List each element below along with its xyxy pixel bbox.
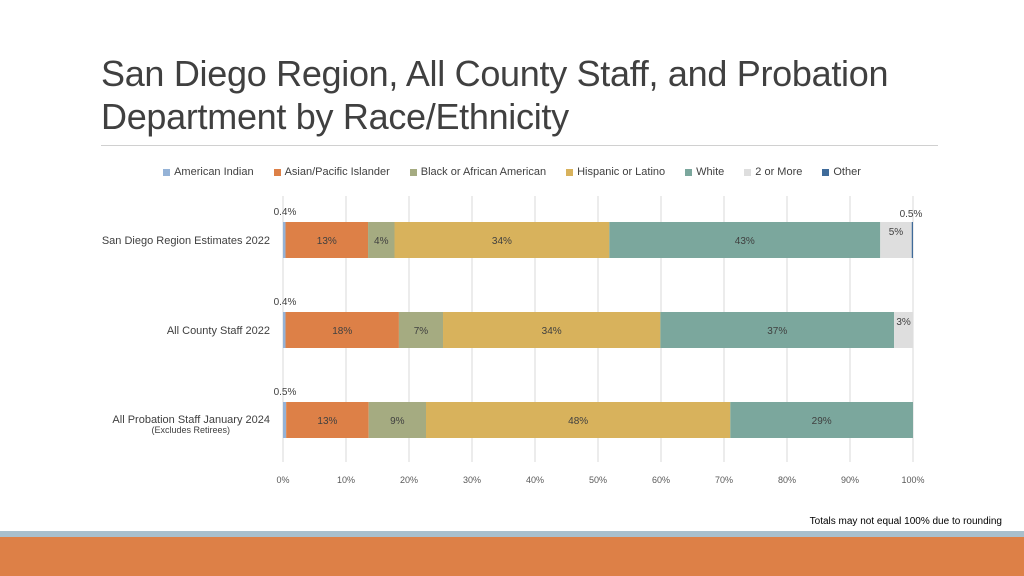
page-title-line-1: San Diego Region, All County Staff, and … bbox=[101, 53, 889, 94]
bar-segment-2-3 bbox=[426, 402, 731, 438]
x-tick-label: 30% bbox=[463, 475, 481, 485]
legend-label: White bbox=[696, 166, 725, 178]
category-label: San Diego Region Estimates 2022 bbox=[102, 235, 270, 247]
data-label: 18% bbox=[332, 326, 352, 337]
legend-swatch bbox=[566, 168, 574, 176]
page-title-line-2: Department by Race/Ethnicity bbox=[101, 96, 569, 137]
page-title: San Diego Region, All County Staff, and … bbox=[101, 52, 961, 138]
legend-label: American Indian bbox=[174, 166, 254, 178]
bar-segment-0-5 bbox=[880, 222, 912, 258]
x-tick-label: 50% bbox=[589, 475, 607, 485]
legend-item-0: American Indian bbox=[163, 166, 254, 178]
bar-segment-2-0 bbox=[283, 402, 287, 438]
data-label: 7% bbox=[414, 326, 429, 337]
footnote: Totals may not equal 100% due to roundin… bbox=[809, 516, 1002, 527]
legend-item-3: Hispanic or Latino bbox=[566, 166, 665, 178]
legend-label: Other bbox=[833, 166, 861, 178]
x-tick-label: 90% bbox=[841, 475, 859, 485]
legend-item-6: Other bbox=[822, 166, 861, 178]
legend-item-5: 2 or More bbox=[744, 166, 802, 178]
category-sublabel: (Excludes Retirees) bbox=[151, 425, 230, 435]
bar-segment-1-5 bbox=[894, 312, 913, 348]
bar-segment-1-3 bbox=[443, 312, 661, 348]
bar-segment-0-3 bbox=[394, 222, 610, 258]
legend-swatch bbox=[409, 168, 417, 176]
legend-swatch bbox=[273, 168, 281, 176]
category-label: All County Staff 2022 bbox=[167, 325, 270, 337]
x-tick-label: 60% bbox=[652, 475, 670, 485]
legend-swatch bbox=[822, 168, 830, 176]
footer-band bbox=[0, 537, 1024, 576]
x-tick-label: 10% bbox=[337, 475, 355, 485]
data-label: 5% bbox=[889, 227, 904, 238]
data-label: 34% bbox=[542, 326, 562, 337]
legend-swatch bbox=[744, 168, 752, 176]
bar-segment-1-4 bbox=[660, 312, 895, 348]
bar-segment-1-1 bbox=[285, 312, 399, 348]
bar-segment-0-6 bbox=[911, 222, 913, 258]
bar-segment-2-2 bbox=[368, 402, 427, 438]
data-label: 13% bbox=[317, 416, 337, 427]
bar-segment-0-4 bbox=[609, 222, 881, 258]
x-tick-label: 80% bbox=[778, 475, 796, 485]
stacked-bar-chart: 0% 10% 20% 30% 40% 50% 60% 70% 80% 90% 100% San Die… bbox=[102, 196, 925, 485]
legend-item-4: White bbox=[685, 166, 724, 178]
data-label: 3% bbox=[896, 317, 911, 328]
data-label: 37% bbox=[767, 326, 787, 337]
data-label: 0.5% bbox=[274, 387, 297, 398]
x-tick-label: 40% bbox=[526, 475, 544, 485]
data-label: 4% bbox=[374, 236, 389, 247]
legend-item-2: Black or African American bbox=[409, 166, 547, 178]
data-label: 0.4% bbox=[274, 297, 297, 308]
bar-segment-0-1 bbox=[285, 222, 369, 258]
data-label: 0.5% bbox=[900, 209, 923, 220]
legend-label: Black or African American bbox=[420, 166, 547, 178]
category-label: All Probation Staff January 2024 bbox=[112, 414, 270, 426]
bar-segment-0-0 bbox=[283, 222, 286, 258]
legend-item-1: Asian/Pacific Islander bbox=[273, 166, 390, 178]
bar-segment-1-0 bbox=[283, 312, 286, 348]
data-label: 48% bbox=[568, 416, 588, 427]
bar-segment-2-4 bbox=[730, 402, 913, 438]
x-tick-label: 100% bbox=[901, 475, 924, 485]
bar-segment-1-2 bbox=[398, 312, 444, 348]
data-label: 34% bbox=[492, 236, 512, 247]
legend-label: 2 or More bbox=[755, 166, 803, 178]
chart-legend: American Indian Asian/Pacific Islander Bla… bbox=[0, 166, 1024, 178]
title-divider bbox=[101, 145, 938, 146]
legend-swatch bbox=[685, 168, 693, 176]
data-label: 43% bbox=[735, 236, 755, 247]
x-tick-label: 70% bbox=[715, 475, 733, 485]
x-tick-label: 20% bbox=[400, 475, 418, 485]
data-label: 9% bbox=[390, 416, 405, 427]
data-label: 29% bbox=[812, 416, 832, 427]
x-tick-label: 0% bbox=[276, 475, 289, 485]
footer-band-thin bbox=[0, 531, 1024, 537]
legend-label: Asian/Pacific Islander bbox=[284, 166, 390, 178]
bar-segment-0-2 bbox=[368, 222, 395, 258]
data-label: 13% bbox=[317, 236, 337, 247]
data-label: 0.4% bbox=[274, 207, 297, 218]
bar-segment-2-1 bbox=[286, 402, 369, 438]
legend-label: Hispanic or Latino bbox=[577, 166, 666, 178]
legend-swatch bbox=[163, 168, 171, 176]
